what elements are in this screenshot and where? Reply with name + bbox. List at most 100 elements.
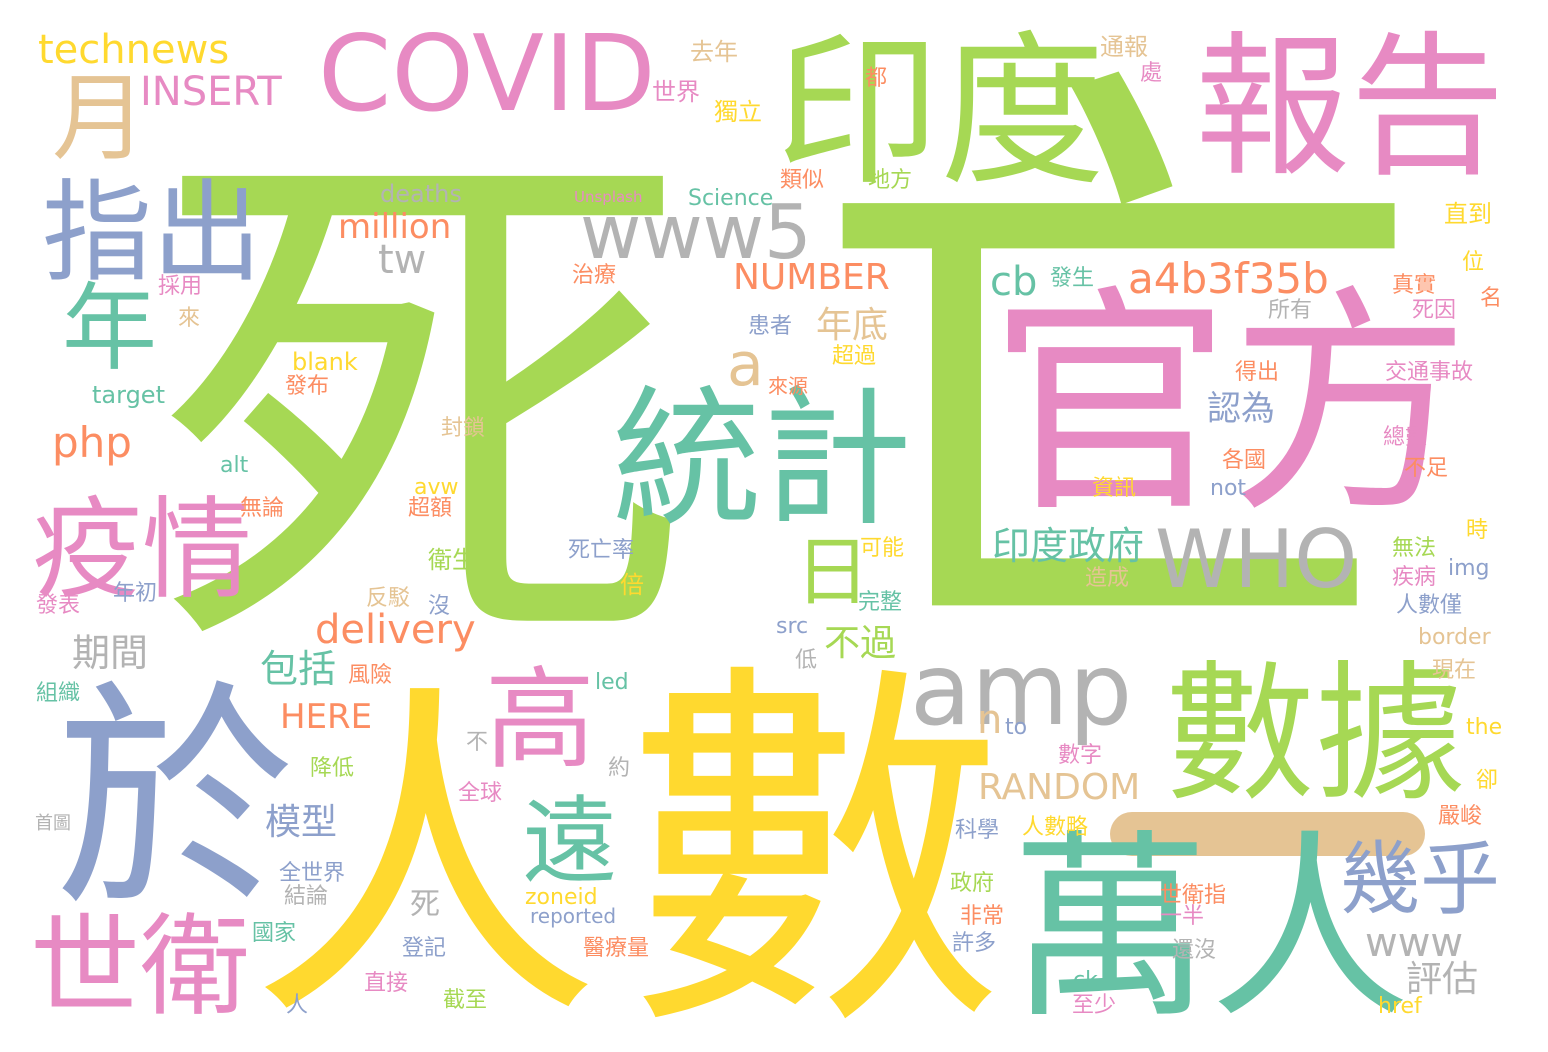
word-tw: tw <box>378 237 427 283</box>
word-yiliaoliang: 醫療量 <box>583 936 650 961</box>
word-shiwei: 世衛 <box>30 903 250 1031</box>
word-zongshu: 總數 <box>1383 425 1428 450</box>
word-yiban: 一半 <box>1160 904 1205 929</box>
word-moxing: 模型 <box>265 802 338 843</box>
word-siwanglu: 死亡率 <box>568 538 635 563</box>
word-bei: 倍 <box>620 571 644 599</box>
word-buguo: 不過 <box>824 623 897 664</box>
word-wei: 位 <box>1462 250 1485 275</box>
word-zhichu: 指出 <box>42 169 262 297</box>
word-niandi: 年底 <box>816 305 889 346</box>
word-cb: cb <box>990 259 1038 305</box>
word-science: Science <box>688 186 774 211</box>
word-shuju: 數據 <box>1165 648 1466 822</box>
word-zhenshi: 真實 <box>1392 273 1437 298</box>
word-shuzi: 數字 <box>1058 743 1103 768</box>
word-renshujin: 人數僅 <box>1396 593 1463 618</box>
word-xianzai: 現在 <box>1432 658 1477 683</box>
word-quanshijie: 全世界 <box>279 861 346 886</box>
word-chu: 處 <box>1140 61 1163 86</box>
word-dou: 都 <box>865 66 888 91</box>
word-zoneid: zoneid <box>525 885 598 910</box>
word-avw: avw <box>414 475 459 500</box>
word-jiangdi: 降低 <box>310 756 355 781</box>
word-renshulue: 人數略 <box>1022 815 1089 840</box>
word-yue2: 約 <box>608 756 631 781</box>
word-di: 低 <box>795 648 818 673</box>
word-number: NUMBER <box>733 257 890 298</box>
word-yu: 於 <box>55 660 296 940</box>
word-caiyong: 採用 <box>158 274 203 299</box>
word-www5: www5 <box>580 188 812 276</box>
word-ri: 日 <box>795 528 871 616</box>
word-zuzhi: 組織 <box>36 681 81 706</box>
word-laiyuan: 來源 <box>768 374 808 398</box>
word-random: RANDOM <box>978 767 1141 808</box>
word-chaoguo: 超過 <box>832 344 877 369</box>
word-deaths: deaths <box>380 180 462 208</box>
word-who: WHO <box>1155 513 1358 606</box>
word-zhishao: 至少 <box>1072 993 1117 1018</box>
word-fengsuo: 封鎖 <box>441 416 486 441</box>
word-pinggu: 評估 <box>1406 959 1479 1000</box>
word-yuan: 遠 <box>522 787 618 897</box>
word-tongji: 統計 <box>612 373 913 547</box>
word-zhengfu: 政府 <box>950 871 995 896</box>
word-huanzhe: 患者 <box>748 314 793 339</box>
word-yiqing: 疫情 <box>32 486 252 614</box>
word-ck: ck <box>1073 968 1098 993</box>
word-jibing: 疾病 <box>1392 565 1437 590</box>
word-zhijie: 直接 <box>364 971 409 996</box>
word-zixun: 資訊 <box>1092 476 1137 501</box>
word-a4b3f35b: a4b3f35b <box>1128 254 1329 303</box>
word-href: href <box>1378 994 1422 1019</box>
word-quanqiu: 全球 <box>458 781 503 806</box>
word-guojia: 國家 <box>252 921 297 946</box>
word-weisheng: 衛生 <box>428 546 476 574</box>
word-the: the <box>1466 715 1503 740</box>
word-nianchu: 年初 <box>113 581 158 606</box>
word-amp: amp <box>910 631 1133 748</box>
word-target: target <box>92 381 165 409</box>
word-shu: 數 <box>625 633 1005 1052</box>
word-shi: 時 <box>1466 518 1489 543</box>
word-keneng: 可能 <box>860 536 905 561</box>
word-wufa: 無法 <box>1392 536 1437 561</box>
word-fabiao: 發表 <box>36 593 81 618</box>
word-qunian: 去年 <box>690 38 738 66</box>
tan-bar <box>1110 812 1425 856</box>
word-blank: blank <box>292 348 358 376</box>
word-baokuo: 包括 <box>260 647 337 691</box>
word-not: not <box>1210 476 1247 501</box>
word-php: php <box>52 418 132 467</box>
word-tongbao: 通報 <box>1100 33 1148 61</box>
word-ming: 名 <box>1480 286 1503 311</box>
word-yanjun: 嚴峻 <box>1438 804 1483 829</box>
word-wanzheng: 完整 <box>858 590 903 615</box>
word-yue: 月 <box>52 64 148 174</box>
word-a: a <box>727 330 764 400</box>
word-border: border <box>1418 625 1491 650</box>
word-difang: 地方 <box>868 168 913 193</box>
word-qijian: 期間 <box>72 631 149 675</box>
word-www: www <box>1365 920 1464 966</box>
word-insert: INSERT <box>140 69 282 115</box>
word-wang: 亡 <box>808 19 1428 740</box>
word-yinduzhengfu: 印度政府 <box>992 524 1145 568</box>
word-ren-small: 人 <box>286 993 309 1018</box>
word-nian: 年 <box>62 274 158 384</box>
word-guanfang: 官方 <box>990 265 1471 545</box>
word-covid: COVID <box>318 13 656 135</box>
word-kexue: 科學 <box>955 818 1000 843</box>
word-renwei: 認為 <box>1207 389 1275 429</box>
word-suoyou: 所有 <box>1268 298 1313 323</box>
word-fanbo: 反駁 <box>366 586 411 611</box>
word-reported: reported <box>530 904 617 928</box>
word-million: million <box>338 207 452 247</box>
word-xuduo: 許多 <box>952 931 997 956</box>
word-shiweizhi: 世衛指 <box>1160 883 1227 908</box>
word-jielun: 結論 <box>284 884 329 909</box>
word-src: src <box>776 614 809 639</box>
word-buzu: 不足 <box>1404 456 1449 481</box>
